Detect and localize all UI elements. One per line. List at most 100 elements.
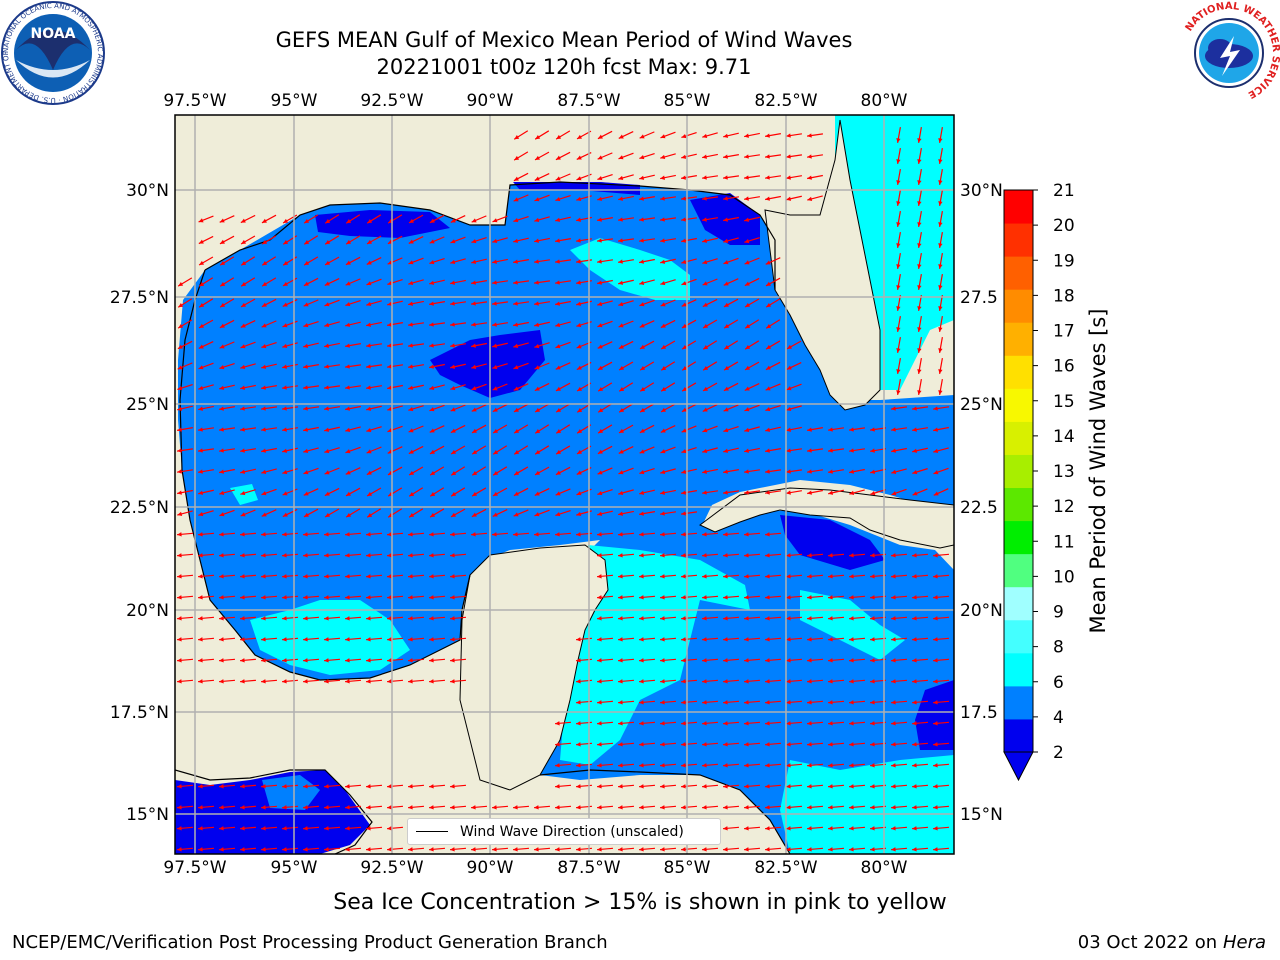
wave-arrow-head	[513, 301, 518, 306]
wave-arrow-head	[618, 553, 623, 558]
wave-arrow-head	[177, 574, 182, 579]
wave-arrow-head	[660, 595, 665, 600]
wave-arrow-head	[324, 364, 329, 369]
wave-arrow-head	[849, 763, 854, 768]
wave-arrow-head	[282, 532, 287, 537]
wave-arrow-head	[534, 365, 540, 370]
wave-arrow-head	[744, 469, 749, 474]
wave-arrow-head	[933, 470, 939, 475]
wave-arrow-head	[912, 658, 917, 663]
wave-arrow-head	[723, 595, 728, 600]
wave-arrow-head	[765, 763, 770, 768]
wave-arrow-head	[555, 322, 561, 327]
wave-arrow-head	[702, 616, 707, 621]
wave-arrow-head	[870, 742, 875, 747]
lon-tick-bottom: 95°W	[271, 858, 318, 878]
wave-arrow-head	[660, 302, 666, 307]
wave-arrow-head	[807, 490, 812, 495]
wave-arrow-head	[408, 574, 413, 579]
wave-arrow-head	[429, 364, 434, 369]
wave-arrow-head	[472, 449, 478, 455]
wave-arrow-head	[849, 805, 854, 810]
wave-arrow-head	[703, 323, 709, 329]
wave-arrow-head	[896, 306, 901, 311]
wave-arrow-head	[409, 218, 415, 223]
wave-arrow-head	[576, 784, 581, 789]
wave-arrow-head	[702, 302, 708, 307]
wave-arrow-head	[450, 595, 455, 600]
wave-arrow-head	[198, 490, 204, 495]
wave-arrow-head	[177, 637, 182, 642]
wave-arrow-head	[786, 679, 791, 684]
wave-arrow-head	[640, 407, 646, 413]
wave-arrow-head	[387, 364, 392, 369]
wave-arrow-head	[366, 470, 372, 475]
wave-arrow-head	[723, 784, 728, 789]
wave-arrow-head	[933, 637, 938, 642]
wave-arrow-head	[324, 826, 329, 831]
wave-arrow-head	[178, 303, 184, 308]
wave-arrow-head	[723, 490, 728, 495]
wave-arrow-head	[492, 512, 498, 517]
wave-arrow-head	[513, 512, 519, 517]
wave-arrow-head	[807, 448, 812, 453]
wave-arrow-head	[618, 637, 623, 642]
lon-tick-top: 82.5°W	[754, 91, 817, 111]
wave-arrow-head	[198, 469, 203, 474]
wave-arrow-head	[938, 159, 943, 164]
wave-arrow-head	[765, 784, 770, 789]
wave-arrow-head	[766, 324, 772, 329]
caribbean-deep-patch-2	[915, 680, 954, 750]
wave-arrow-head	[450, 301, 455, 306]
wave-arrow-head	[345, 427, 351, 432]
wave-arrow-head	[723, 428, 729, 433]
wave-arrow-head	[240, 805, 245, 810]
wave-arrow-head	[702, 428, 708, 433]
wave-arrow-head	[639, 238, 644, 243]
colorbar-tick-label: 8	[1053, 638, 1064, 658]
wave-arrow-head	[492, 407, 498, 412]
wave-arrow-head	[828, 847, 833, 852]
wave-arrow-head	[325, 260, 331, 265]
wave-arrow-head	[765, 365, 771, 370]
wave-arrow-head	[408, 406, 414, 412]
wave-arrow-head	[597, 784, 602, 789]
wave-arrow-head	[849, 721, 854, 726]
wave-arrow-head	[366, 385, 371, 390]
wave-arrow-head	[429, 239, 435, 244]
wave-arrow-head	[870, 700, 875, 705]
wave-arrow-head	[513, 365, 519, 370]
colorbar-segment	[1004, 289, 1033, 323]
wave-arrow-head	[240, 532, 245, 537]
wave-arrow-head	[556, 429, 562, 434]
wave-arrow-head	[723, 553, 728, 558]
date-text: 03 Oct 2022 on	[1077, 932, 1218, 953]
wave-arrow-head	[451, 449, 457, 455]
wave-arrow-head	[493, 491, 499, 496]
wave-arrow-head	[366, 281, 372, 286]
wave-arrow-head	[345, 784, 350, 789]
wave-arrow-head	[219, 658, 224, 663]
wave-arrow-head	[618, 155, 624, 160]
wave-arrow-head	[198, 574, 203, 579]
wave-arrow-head	[891, 784, 896, 789]
wave-arrow-head	[849, 679, 854, 684]
wave-arrow-head	[198, 784, 203, 789]
wave-arrow-head	[723, 407, 729, 412]
lat-tick-left: 27.5°N	[110, 288, 169, 308]
wave-arrow-head	[282, 679, 287, 684]
wave-arrow-head	[282, 553, 287, 558]
lat-tick-right: 30°N	[960, 181, 1003, 201]
wave-arrow-head	[870, 616, 875, 621]
wave-arrow-head	[702, 574, 707, 579]
lon-tick-top: 90°W	[467, 91, 514, 111]
wave-arrow-head	[702, 658, 707, 663]
wave-arrow-head	[660, 658, 665, 663]
wave-arrow-head	[493, 428, 499, 434]
wave-arrow-head	[702, 553, 707, 558]
west-coastline	[179, 269, 471, 681]
wave-arrow-head	[744, 133, 750, 138]
wave-arrow-head	[723, 260, 729, 265]
wave-arrow-head	[766, 344, 772, 350]
wave-arrow-head	[597, 470, 603, 475]
